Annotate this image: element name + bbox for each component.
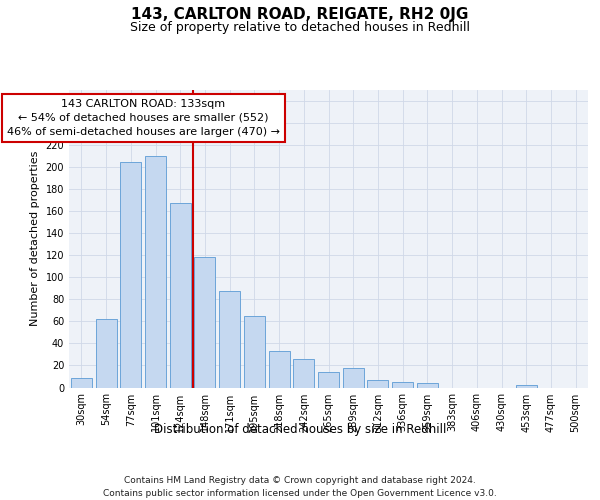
Bar [417,383,438,388]
Y-axis label: Number of detached properties: Number of detached properties [30,151,40,326]
Bar [194,258,215,388]
Bar [71,378,92,388]
Bar [145,156,166,388]
Text: Contains HM Land Registry data © Crown copyright and database right 2024.: Contains HM Land Registry data © Crown c… [124,476,476,485]
Text: Size of property relative to detached houses in Redhill: Size of property relative to detached ho… [130,21,470,34]
Bar [343,368,364,388]
Bar [244,316,265,388]
Text: Distribution of detached houses by size in Redhill: Distribution of detached houses by size … [154,422,446,436]
Bar [367,380,388,388]
Bar [170,204,191,388]
Bar [219,290,240,388]
Bar [293,359,314,388]
Bar [318,372,339,388]
Bar [392,382,413,388]
Bar [516,386,537,388]
Text: Contains public sector information licensed under the Open Government Licence v3: Contains public sector information licen… [103,489,497,498]
Bar [120,162,141,388]
Text: 143 CARLTON ROAD: 133sqm
← 54% of detached houses are smaller (552)
46% of semi-: 143 CARLTON ROAD: 133sqm ← 54% of detach… [7,99,280,137]
Bar [269,351,290,388]
Text: 143, CARLTON ROAD, REIGATE, RH2 0JG: 143, CARLTON ROAD, REIGATE, RH2 0JG [131,8,469,22]
Bar [95,319,116,388]
